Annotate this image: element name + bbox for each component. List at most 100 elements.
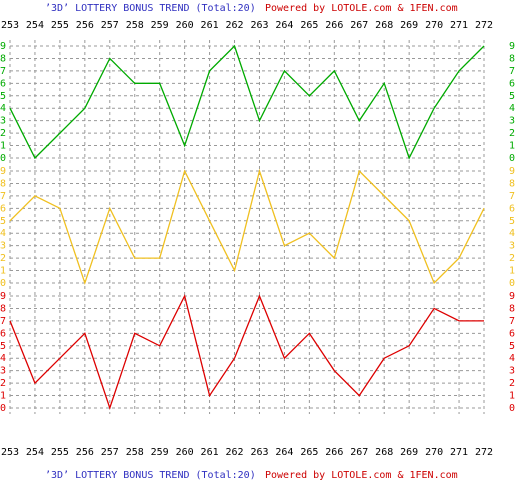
x-tick-label-top: 260 <box>176 20 194 31</box>
series-line <box>9 44 485 160</box>
y-tick-label-right: 8 <box>509 303 515 314</box>
x-tick-label-bottom: 266 <box>325 447 343 458</box>
chart-title: ’3D’ LOTTERY BONUS TREND (Total:20) <box>45 3 256 14</box>
y-tick-label-left: 9 <box>0 166 6 177</box>
x-tick-label-bottom: 253 <box>1 447 19 458</box>
chart-credit: Powered by LOTOLE.com & 1FEN.com <box>265 3 458 14</box>
y-tick-label-right: 3 <box>509 241 515 252</box>
y-tick-label-right: 6 <box>509 78 515 89</box>
chart-title-bottom: ’3D’ LOTTERY BONUS TREND (Total:20) <box>45 470 256 481</box>
y-tick-label-left: 2 <box>0 378 6 389</box>
y-tick-label-right: 4 <box>509 353 515 364</box>
y-tick-label-right: 8 <box>509 53 515 64</box>
y-tick-label-left: 2 <box>0 253 6 264</box>
y-tick-label-left: 5 <box>0 91 6 102</box>
y-tick-label-left: 1 <box>0 141 6 152</box>
y-tick-label-left: 4 <box>0 353 6 364</box>
x-tick-label-top: 268 <box>375 20 393 31</box>
y-tick-label-left: 3 <box>0 241 6 252</box>
x-tick-label-bottom: 259 <box>151 447 169 458</box>
y-tick-label-left: 4 <box>0 103 6 114</box>
y-tick-label-right: 9 <box>509 291 515 302</box>
y-tick-label-right: 6 <box>509 328 515 339</box>
y-tick-label-left: 7 <box>0 66 6 77</box>
y-tick-label-right: 5 <box>509 91 515 102</box>
x-tick-label-top: 265 <box>300 20 318 31</box>
y-tick-label-right: 0 <box>509 278 515 289</box>
x-tick-label-top: 259 <box>151 20 169 31</box>
y-tick-label-right: 7 <box>509 191 515 202</box>
y-tick-label-left: 3 <box>0 366 6 377</box>
x-tick-label-top: 253 <box>1 20 19 31</box>
y-tick-label-left: 9 <box>0 291 6 302</box>
y-tick-label-left: 6 <box>0 203 6 214</box>
x-tick-label-top: 270 <box>425 20 443 31</box>
x-tick-label-top: 255 <box>51 20 69 31</box>
x-tick-label-top: 262 <box>225 20 243 31</box>
y-tick-label-right: 4 <box>509 103 515 114</box>
y-tick-label-left: 5 <box>0 341 6 352</box>
x-tick-label-bottom: 269 <box>400 447 418 458</box>
x-tick-label-bottom: 263 <box>250 447 268 458</box>
y-tick-label-left: 6 <box>0 78 6 89</box>
y-tick-label-right: 1 <box>509 266 515 277</box>
series-line <box>9 168 485 286</box>
y-tick-label-right: 2 <box>509 378 515 389</box>
y-tick-label-right: 4 <box>509 228 515 239</box>
y-tick-label-right: 0 <box>509 153 515 164</box>
y-tick-label-left: 4 <box>0 228 6 239</box>
x-tick-label-top: 266 <box>325 20 343 31</box>
y-tick-label-left: 0 <box>0 153 6 164</box>
y-tick-label-right: 9 <box>509 41 515 52</box>
x-tick-label-bottom: 268 <box>375 447 393 458</box>
y-tick-label-left: 8 <box>0 178 6 189</box>
x-tick-label-top: 254 <box>26 20 44 31</box>
y-tick-label-right: 8 <box>509 178 515 189</box>
x-tick-label-top: 263 <box>250 20 268 31</box>
x-tick-label-top: 261 <box>201 20 219 31</box>
x-tick-label-bottom: 258 <box>126 447 144 458</box>
x-tick-label-top: 271 <box>450 20 468 31</box>
x-tick-label-top: 257 <box>101 20 119 31</box>
chart-credit-bottom: Powered by LOTOLE.com & 1FEN.com <box>265 470 458 481</box>
y-tick-label-right: 2 <box>509 253 515 264</box>
y-tick-label-left: 0 <box>0 278 6 289</box>
y-tick-label-right: 7 <box>509 316 515 327</box>
y-tick-label-right: 0 <box>509 403 515 414</box>
x-tick-label-bottom: 270 <box>425 447 443 458</box>
y-tick-label-left: 7 <box>0 191 6 202</box>
x-tick-label-bottom: 256 <box>76 447 94 458</box>
y-tick-label-left: 9 <box>0 41 6 52</box>
y-tick-label-left: 0 <box>0 403 6 414</box>
y-tick-label-left: 6 <box>0 328 6 339</box>
x-tick-label-top: 267 <box>350 20 368 31</box>
x-tick-label-bottom: 261 <box>201 447 219 458</box>
y-tick-label-right: 2 <box>509 128 515 139</box>
y-tick-label-right: 6 <box>509 203 515 214</box>
y-tick-label-right: 1 <box>509 141 515 152</box>
y-tick-label-left: 1 <box>0 266 6 277</box>
x-tick-label-bottom: 267 <box>350 447 368 458</box>
y-tick-label-left: 1 <box>0 391 6 402</box>
x-tick-label-top: 272 <box>475 20 493 31</box>
x-tick-label-top: 258 <box>126 20 144 31</box>
x-tick-label-top: 256 <box>76 20 94 31</box>
y-tick-label-left: 8 <box>0 53 6 64</box>
x-tick-label-bottom: 265 <box>300 447 318 458</box>
x-tick-label-bottom: 254 <box>26 447 44 458</box>
y-tick-label-left: 2 <box>0 128 6 139</box>
y-tick-label-right: 3 <box>509 366 515 377</box>
y-tick-label-left: 3 <box>0 116 6 127</box>
x-tick-label-top: 264 <box>275 20 293 31</box>
y-tick-label-left: 5 <box>0 216 6 227</box>
x-tick-label-bottom: 255 <box>51 447 69 458</box>
y-tick-label-left: 7 <box>0 316 6 327</box>
x-tick-label-bottom: 260 <box>176 447 194 458</box>
y-tick-label-right: 1 <box>509 391 515 402</box>
y-tick-label-right: 5 <box>509 216 515 227</box>
x-tick-label-bottom: 271 <box>450 447 468 458</box>
y-tick-label-right: 5 <box>509 341 515 352</box>
x-tick-label-bottom: 264 <box>275 447 293 458</box>
